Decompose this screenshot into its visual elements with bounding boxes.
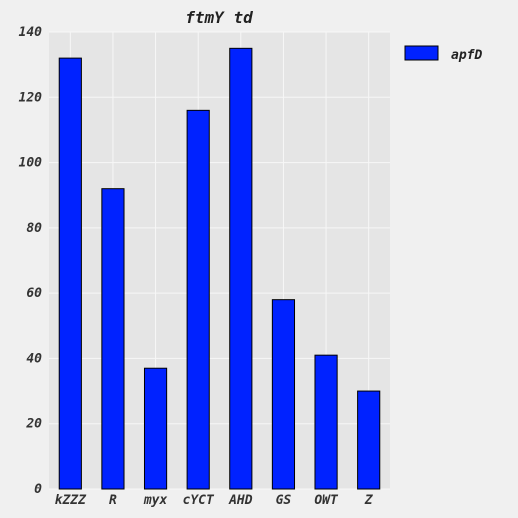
y-tick-label: 60: [26, 286, 42, 301]
y-tick-label: 140: [19, 25, 43, 40]
bar-myx: [143, 367, 168, 490]
y-tick-label: 80: [26, 221, 42, 236]
y-tick-label: 40: [26, 351, 42, 366]
x-tick-label: Z: [364, 493, 374, 508]
x-tick-label: OWT: [314, 493, 339, 508]
legend-label: apfD: [451, 48, 482, 63]
chart-title: ftmY td: [185, 8, 253, 27]
bar-kZZZ: [58, 57, 82, 490]
y-tick-label: 120: [19, 90, 43, 105]
bar-R: [101, 188, 125, 490]
bars: [58, 47, 381, 490]
x-tick-label: myx: [143, 493, 168, 508]
bar-AHD: [229, 47, 253, 490]
plot-area: [49, 32, 390, 489]
y-tick-label: 20: [25, 417, 42, 432]
y-axis-ticks: 0 20 40 60 80 100 120 140: [19, 25, 43, 497]
x-tick-label: kZZZ: [55, 493, 87, 508]
x-tick-label: R: [109, 493, 117, 508]
bar-GS: [271, 299, 296, 490]
legend: apfD: [404, 45, 482, 63]
y-tick-label: 0: [34, 482, 42, 497]
bar-Z: [357, 390, 381, 490]
bar-OWT: [314, 354, 338, 490]
x-tick-label: GS: [276, 493, 292, 508]
x-tick-label: AHD: [228, 493, 253, 508]
x-tick-label: cYCT: [183, 493, 215, 508]
bar-cYCT: [186, 109, 210, 490]
legend-swatch: [404, 45, 439, 61]
y-tick-label: 100: [19, 156, 43, 171]
